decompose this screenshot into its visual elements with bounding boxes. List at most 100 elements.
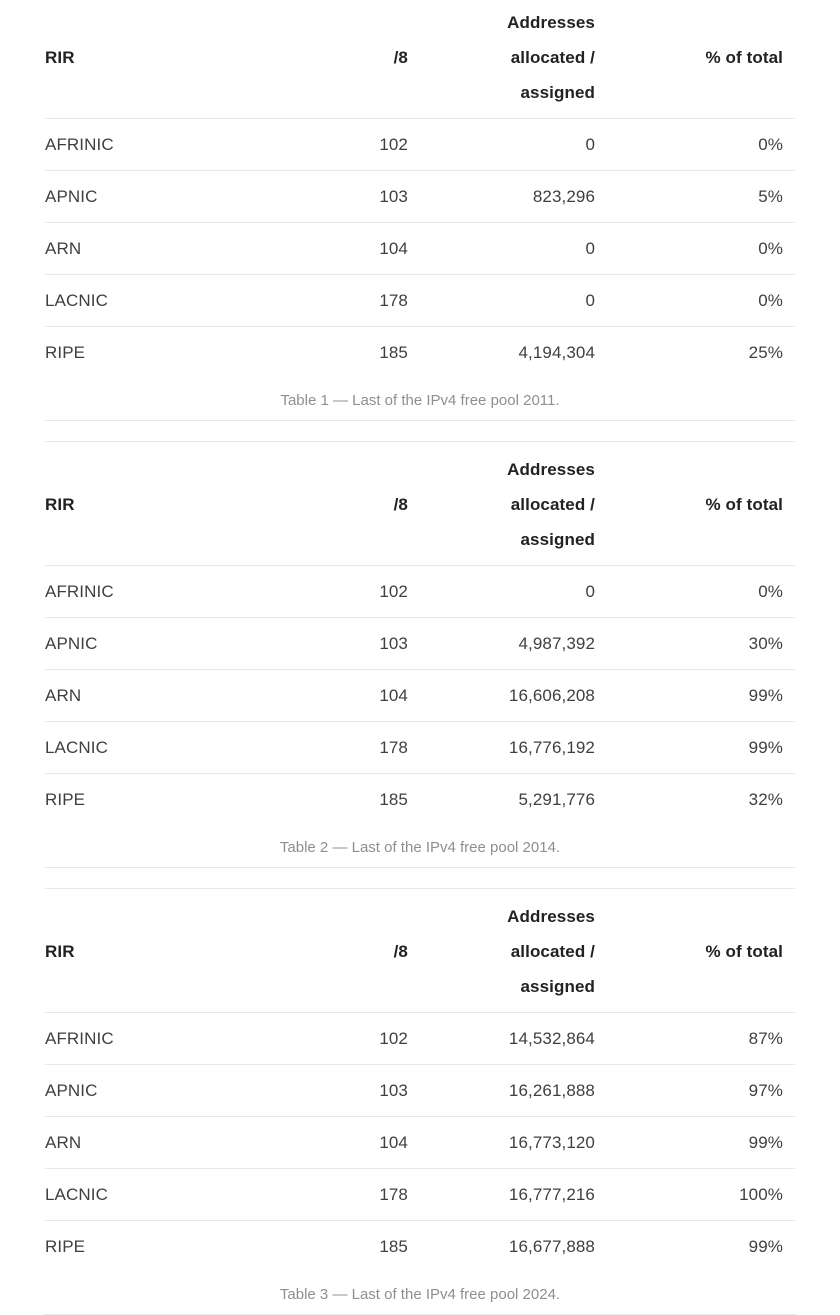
cell-slash8: 178 (379, 1184, 408, 1204)
cell-slash8: 104 (379, 685, 408, 705)
table-2-header-row: RIR /8 Addresses allocated / assigned % … (45, 442, 795, 565)
cell-addresses: 0 (585, 134, 595, 154)
cell-pct: 99% (748, 737, 783, 757)
table-3-header-row: RIR /8 Addresses allocated / assigned % … (45, 889, 795, 1012)
cell-rir: AFRINIC (45, 581, 114, 601)
cell-rir: APNIC (45, 633, 98, 653)
cell-addresses: 16,606,208 (508, 685, 595, 705)
cell-pct: 99% (748, 1132, 783, 1152)
cell-pct: 100% (739, 1184, 783, 1204)
table-caption: Table 1 — Last of the IPv4 free pool 201… (280, 392, 560, 409)
table-row: ARN 104 16,606,208 99% (45, 669, 795, 721)
cell-addresses: 0 (585, 290, 595, 310)
table-row: LACNIC 178 16,777,216 100% (45, 1168, 795, 1220)
table-caption: Table 2 — Last of the IPv4 free pool 201… (279, 839, 561, 856)
cell-slash8: 102 (379, 581, 408, 601)
cell-slash8: 178 (379, 737, 408, 757)
cell-addresses: 16,776,192 (508, 737, 595, 757)
cell-addresses: 4,987,392 (518, 633, 595, 653)
cell-addresses: 0 (585, 238, 595, 258)
cell-addresses: 16,773,120 (508, 1132, 595, 1152)
cell-rir: ARN (45, 1132, 82, 1152)
cell-rir: AFRINIC (45, 1028, 114, 1048)
column-header-addresses-label: Addresses allocated / assigned (507, 460, 595, 549)
column-header-slash8: /8 (393, 942, 408, 961)
cell-slash8: 103 (379, 186, 408, 206)
cell-rir: APNIC (45, 186, 98, 206)
table-row: AFRINIC 102 0 0% (45, 565, 795, 617)
cell-rir: LACNIC (45, 737, 108, 757)
table-row: LACNIC 178 16,776,192 99% (45, 721, 795, 773)
cell-pct: 87% (748, 1028, 783, 1048)
cell-addresses: 0 (585, 581, 595, 601)
column-header-pct: % of total (705, 942, 783, 961)
cell-rir: RIPE (45, 1236, 86, 1256)
cell-pct: 0% (758, 238, 783, 258)
cell-rir: RIPE (45, 789, 86, 809)
table-row: AFRINIC 102 14,532,864 87% (45, 1012, 795, 1064)
table-3: RIR /8 Addresses allocated / assigned % … (45, 888, 795, 1315)
cell-slash8: 103 (379, 633, 408, 653)
cell-pct: 32% (748, 789, 783, 809)
table-row: RIPE 185 4,194,304 25% (45, 326, 795, 378)
cell-addresses: 14,532,864 (508, 1028, 595, 1048)
cell-slash8: 178 (379, 290, 408, 310)
table-row: RIPE 185 5,291,776 32% (45, 773, 795, 825)
table-row: ARN 104 0 0% (45, 222, 795, 274)
column-header-rir: RIR (45, 48, 75, 67)
cell-slash8: 103 (379, 1080, 408, 1100)
cell-pct: 30% (748, 633, 783, 653)
column-header-addresses-label: Addresses allocated / assigned (507, 13, 595, 102)
column-header-slash8: /8 (393, 48, 408, 67)
cell-pct: 0% (758, 290, 783, 310)
column-header-slash8: /8 (393, 495, 408, 514)
column-header-pct: % of total (705, 48, 783, 67)
table-caption: Table 3 — Last of the IPv4 free pool 202… (279, 1286, 561, 1303)
table-1: RIR /8 Addresses allocated / assigned % … (45, 0, 795, 421)
cell-rir: LACNIC (45, 1184, 108, 1204)
column-header-rir: RIR (45, 495, 75, 514)
column-header-addresses: Addresses allocated / assigned (408, 5, 595, 110)
cell-pct: 99% (748, 1236, 783, 1256)
cell-rir: APNIC (45, 1080, 98, 1100)
cell-slash8: 102 (379, 1028, 408, 1048)
column-header-addresses: Addresses allocated / assigned (408, 899, 595, 1004)
cell-pct: 97% (748, 1080, 783, 1100)
cell-slash8: 185 (379, 342, 408, 362)
cell-rir: ARN (45, 238, 82, 258)
cell-rir: LACNIC (45, 290, 108, 310)
column-header-pct: % of total (705, 495, 783, 514)
cell-pct: 99% (748, 685, 783, 705)
cell-addresses: 4,194,304 (518, 342, 595, 362)
cell-rir: ARN (45, 685, 82, 705)
table-1-header-row: RIR /8 Addresses allocated / assigned % … (45, 0, 795, 118)
cell-addresses: 16,677,888 (508, 1236, 595, 1256)
cell-slash8: 102 (379, 134, 408, 154)
table-2: RIR /8 Addresses allocated / assigned % … (45, 441, 795, 868)
column-header-addresses: Addresses allocated / assigned (408, 452, 595, 557)
cell-rir: RIPE (45, 342, 86, 362)
cell-pct: 0% (758, 581, 783, 601)
table-row: AFRINIC 102 0 0% (45, 118, 795, 170)
cell-rir: AFRINIC (45, 134, 114, 154)
cell-slash8: 185 (379, 1236, 408, 1256)
cell-slash8: 104 (379, 238, 408, 258)
table-row: APNIC 103 16,261,888 97% (45, 1064, 795, 1116)
cell-slash8: 185 (379, 789, 408, 809)
cell-pct: 5% (758, 186, 783, 206)
cell-pct: 0% (758, 134, 783, 154)
cell-addresses: 16,261,888 (508, 1080, 595, 1100)
table-row: LACNIC 178 0 0% (45, 274, 795, 326)
table-row: APNIC 103 4,987,392 30% (45, 617, 795, 669)
column-header-addresses-label: Addresses allocated / assigned (507, 907, 595, 996)
column-header-rir: RIR (45, 942, 75, 961)
cell-pct: 25% (748, 342, 783, 362)
table-row: RIPE 185 16,677,888 99% (45, 1220, 795, 1272)
cell-addresses: 5,291,776 (518, 789, 595, 809)
table-row: APNIC 103 823,296 5% (45, 170, 795, 222)
cell-slash8: 104 (379, 1132, 408, 1152)
table-row: ARN 104 16,773,120 99% (45, 1116, 795, 1168)
cell-addresses: 823,296 (532, 186, 595, 206)
cell-addresses: 16,777,216 (508, 1184, 595, 1204)
